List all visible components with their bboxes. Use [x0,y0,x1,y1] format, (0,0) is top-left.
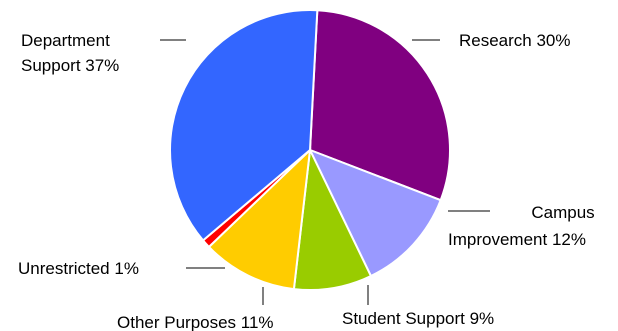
label-other: Other Purposes 11% [117,313,274,331]
slice-other-purposes [207,147,312,291]
slice-research [308,9,451,202]
label-student: Student Support 9% [342,309,494,328]
label-research: Research 30% [459,31,571,50]
slice-department-support [169,9,319,242]
label-unrestricted: Unrestricted 1% [18,259,139,278]
leader-lines [160,39,490,305]
pie-slices [169,9,451,291]
slice-campus-improvement [308,148,442,278]
label-campus-line1: Campus [531,203,594,222]
label-department-line1: Department [21,31,110,50]
slice-labels: Research 30% Campus Improvement 12% Stud… [18,31,595,331]
slice-student-support [292,146,373,291]
label-campus-line2: Improvement 12% [448,230,586,249]
label-department-line2: Support 37% [21,56,119,75]
